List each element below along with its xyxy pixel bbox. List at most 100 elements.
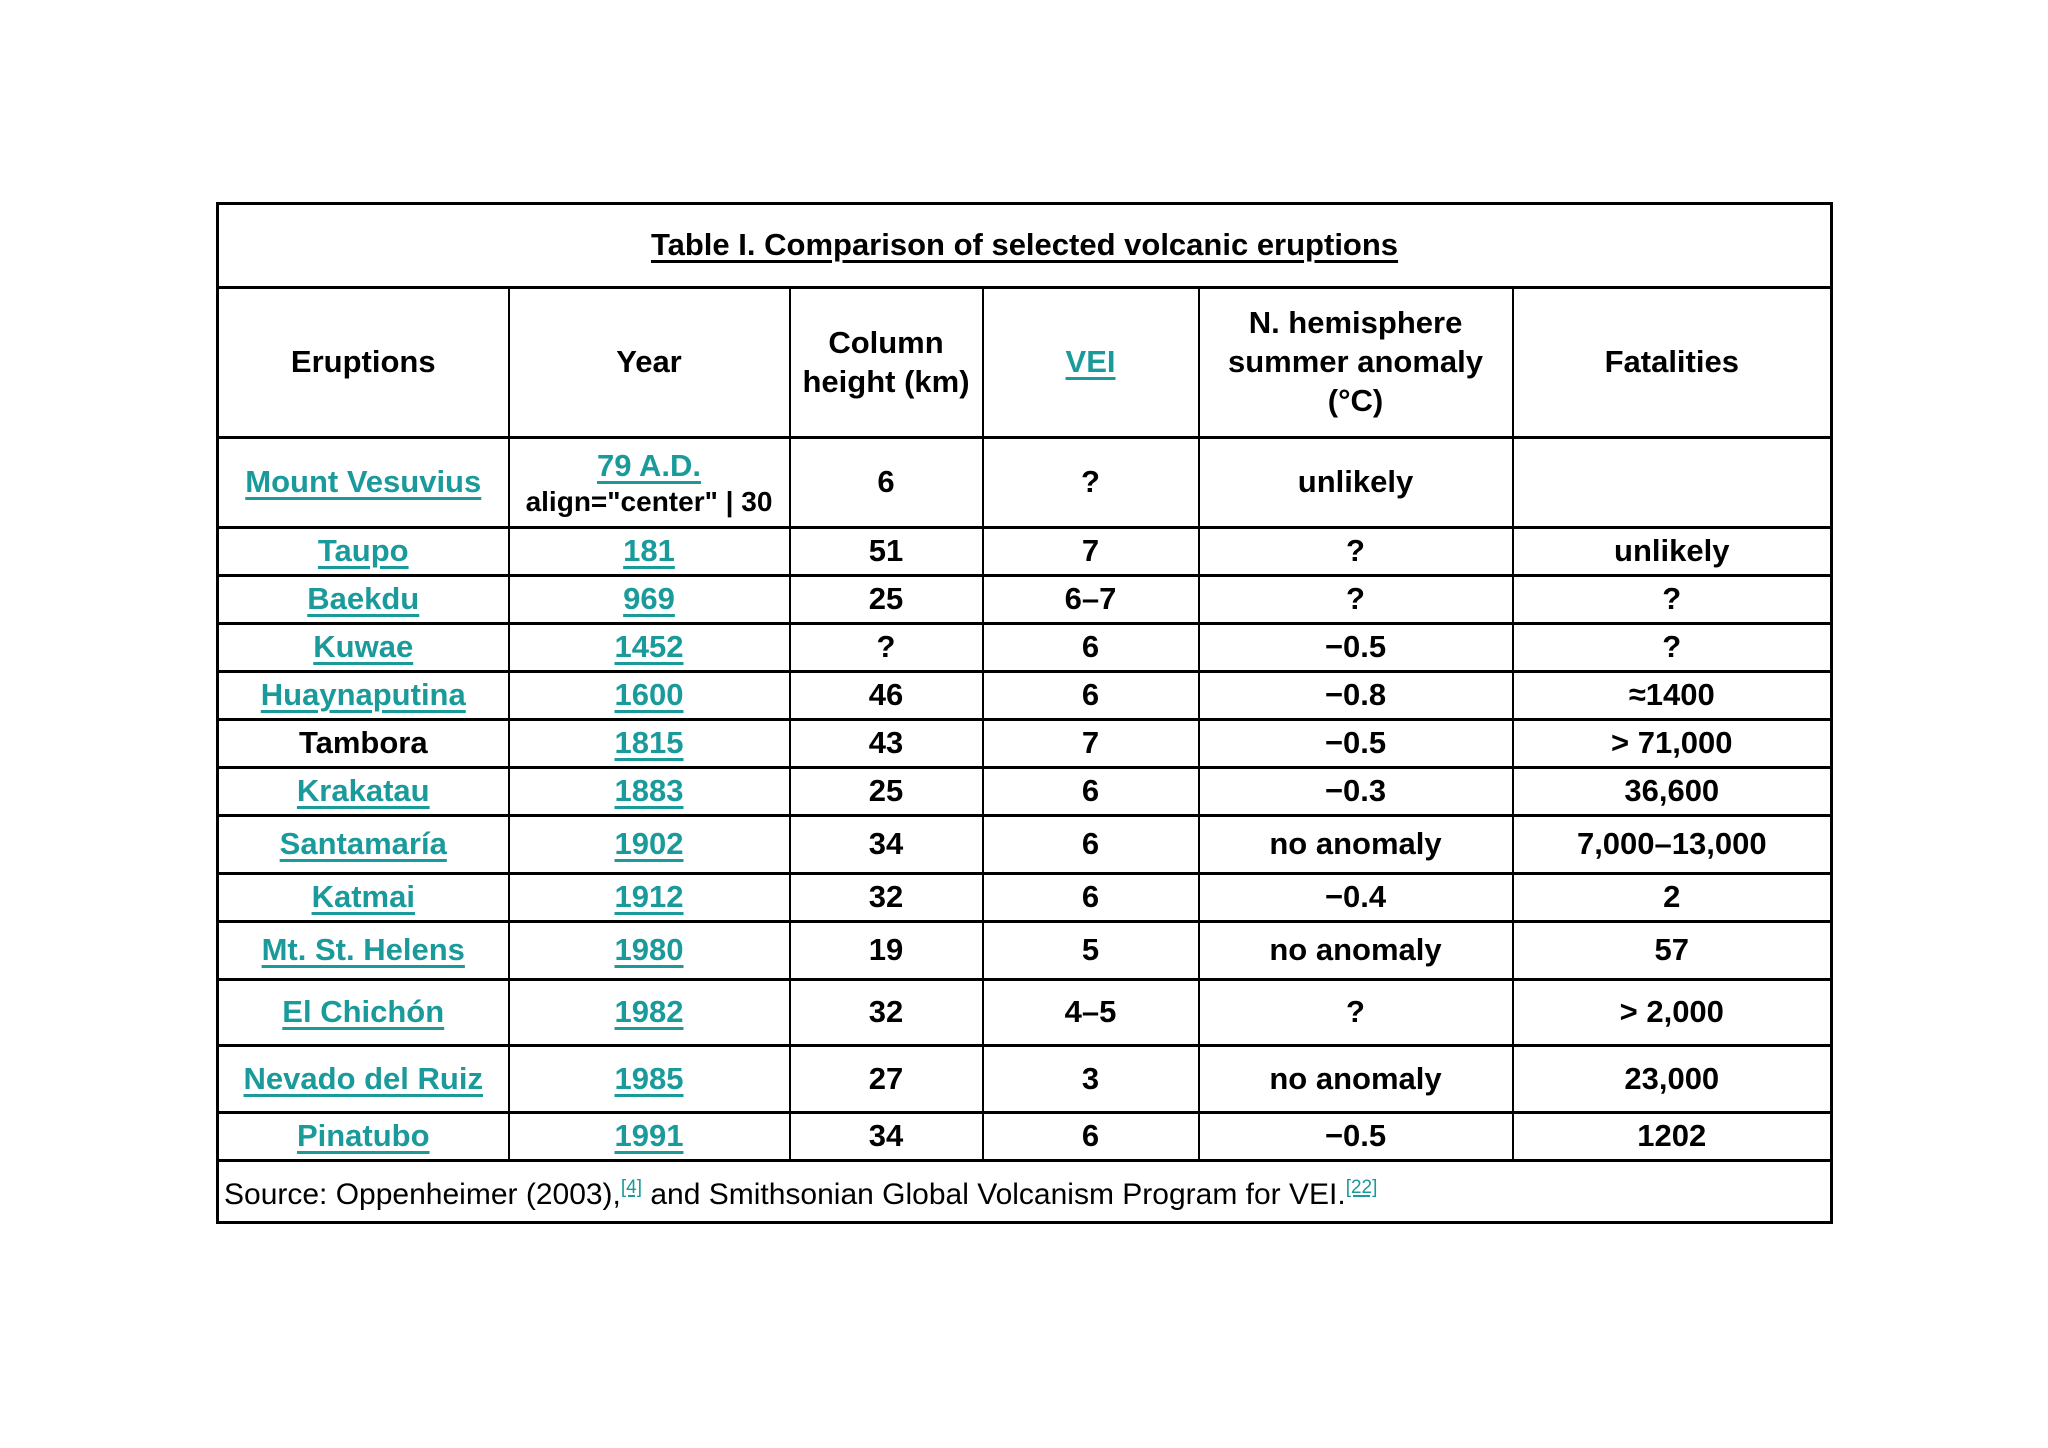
cell-fatalities: unlikely — [1511, 526, 1833, 577]
col-header-fatalities: Fatalities — [1511, 286, 1833, 439]
cell-eruption: Tambora — [216, 718, 510, 769]
cell-eruption: Katmai — [216, 872, 510, 923]
cell-year: 1902 — [507, 814, 791, 875]
cell-anomaly: ? — [1197, 978, 1514, 1047]
table-title-row: Table I. Comparison of selected volcanic… — [216, 202, 1833, 289]
source-text-2: and Smithsonian Global Volcanism Program… — [642, 1177, 1346, 1211]
cell-anomaly: −0.4 — [1197, 872, 1514, 923]
cell-vei: ? — [981, 436, 1200, 529]
cell-vei: 3 — [981, 1044, 1200, 1114]
eruption-link[interactable]: Nevado del Ruiz — [243, 1060, 483, 1096]
eruption-link[interactable]: Huaynaputina — [260, 677, 466, 713]
table-row: Tambora 1815 43 7 −0.5 > 71,000 — [216, 718, 1833, 769]
table-row: Kuwae 1452 ? 6 −0.5 ? — [216, 622, 1833, 673]
eruption-link[interactable]: Mount Vesuvius — [245, 464, 482, 500]
vei-link[interactable]: VEI — [1065, 344, 1116, 380]
table-title: Table I. Comparison of selected volcanic… — [651, 227, 1399, 263]
table-header-row: Eruptions Year Column height (km) VEI N.… — [216, 286, 1833, 439]
eruption-link[interactable]: Mt. St. Helens — [261, 932, 465, 968]
year-link[interactable]: 1982 — [614, 994, 684, 1030]
cell-eruption: Nevado del Ruiz — [216, 1044, 510, 1114]
year-link[interactable]: 1902 — [614, 826, 684, 862]
year-link[interactable]: 1912 — [614, 879, 684, 915]
table-row: Pinatubo 1991 34 6 −0.5 1202 — [216, 1111, 1833, 1162]
cell-anomaly: no anomaly — [1197, 1044, 1514, 1114]
table-footer-row: Source: Oppenheimer (2003),[4] and Smith… — [216, 1159, 1833, 1224]
table-row: Nevado del Ruiz 1985 27 3 no anomaly 23,… — [216, 1044, 1833, 1114]
cell-column-height: 34 — [788, 814, 984, 875]
col-header-vei: VEI — [981, 286, 1200, 439]
year-link[interactable]: 181 — [623, 533, 675, 569]
eruption-link[interactable]: Pinatubo — [296, 1118, 430, 1154]
year-link[interactable]: 1600 — [614, 677, 684, 713]
cell-vei: 7 — [981, 526, 1200, 577]
cell-fatalities: 2 — [1511, 872, 1833, 923]
cell-column-height: 6 — [788, 436, 984, 529]
cell-year: 79 A.D. align="center" | 30 — [507, 436, 791, 529]
year-link[interactable]: 79 A.D. — [597, 448, 701, 484]
cell-anomaly: −0.8 — [1197, 670, 1514, 721]
table-row: Krakatau 1883 25 6 −0.3 36,600 — [216, 766, 1833, 817]
eruption-name: Tambora — [298, 725, 428, 761]
cell-year: 1982 — [507, 978, 791, 1047]
year-link[interactable]: 1883 — [614, 773, 684, 809]
table-row: Baekdu 969 25 6–7 ? ? — [216, 574, 1833, 625]
cell-fatalities: ? — [1511, 622, 1833, 673]
table-row: Mount Vesuvius 79 A.D. align="center" | … — [216, 436, 1833, 529]
eruption-link[interactable]: Kuwae — [313, 629, 414, 665]
cell-column-height: 32 — [788, 978, 984, 1047]
cell-fatalities: > 71,000 — [1511, 718, 1833, 769]
cell-column-height: 27 — [788, 1044, 984, 1114]
year-link[interactable]: 1452 — [614, 629, 684, 665]
cell-year: 1912 — [507, 872, 791, 923]
table-row: Mt. St. Helens 1980 19 5 no anomaly 57 — [216, 920, 1833, 981]
cell-anomaly: −0.5 — [1197, 622, 1514, 673]
eruption-link[interactable]: Baekdu — [307, 581, 420, 617]
cell-vei: 6–7 — [981, 574, 1200, 625]
cell-anomaly: no anomaly — [1197, 920, 1514, 981]
year-link[interactable]: 1815 — [614, 725, 684, 761]
year-link[interactable]: 1985 — [614, 1060, 684, 1096]
cell-year: 1452 — [507, 622, 791, 673]
year-link[interactable]: 1980 — [614, 932, 684, 968]
year-markup-note: align="center" | 30 — [525, 485, 773, 517]
eruption-link[interactable]: Taupo — [317, 533, 409, 569]
cell-vei: 5 — [981, 920, 1200, 981]
ref-22-link[interactable]: [22] — [1345, 1176, 1378, 1198]
cell-vei: 7 — [981, 718, 1200, 769]
col-header-year: Year — [507, 286, 791, 439]
eruption-link[interactable]: Katmai — [311, 879, 415, 915]
year-link[interactable]: 969 — [623, 581, 675, 617]
year-link[interactable]: 1991 — [614, 1118, 684, 1154]
cell-column-height: 43 — [788, 718, 984, 769]
cell-vei: 6 — [981, 670, 1200, 721]
cell-year: 1985 — [507, 1044, 791, 1114]
cell-fatalities: > 2,000 — [1511, 978, 1833, 1047]
eruption-link[interactable]: El Chichón — [282, 994, 445, 1030]
cell-column-height: 34 — [788, 1111, 984, 1162]
table-row: Katmai 1912 32 6 −0.4 2 — [216, 872, 1833, 923]
cell-eruption: Mt. St. Helens — [216, 920, 510, 981]
cell-vei: 6 — [981, 622, 1200, 673]
table-row: El Chichón 1982 32 4–5 ? > 2,000 — [216, 978, 1833, 1047]
eruption-link[interactable]: Santamaría — [279, 826, 447, 862]
col-header-anomaly: N. hemisphere summer anomaly (°C) — [1197, 286, 1514, 439]
cell-column-height: 46 — [788, 670, 984, 721]
cell-year: 1980 — [507, 920, 791, 981]
table-row: Santamaría 1902 34 6 no anomaly 7,000–13… — [216, 814, 1833, 875]
cell-column-height: 25 — [788, 574, 984, 625]
cell-fatalities: 23,000 — [1511, 1044, 1833, 1114]
cell-eruption: Pinatubo — [216, 1111, 510, 1162]
cell-fatalities: ≈1400 — [1511, 670, 1833, 721]
cell-column-height: 19 — [788, 920, 984, 981]
eruption-link[interactable]: Krakatau — [296, 773, 430, 809]
cell-vei: 6 — [981, 872, 1200, 923]
cell-eruption: Taupo — [216, 526, 510, 577]
cell-vei: 6 — [981, 814, 1200, 875]
cell-fatalities — [1511, 436, 1833, 529]
cell-column-height: 51 — [788, 526, 984, 577]
cell-year: 1991 — [507, 1111, 791, 1162]
cell-vei: 6 — [981, 1111, 1200, 1162]
cell-fatalities: 1202 — [1511, 1111, 1833, 1162]
ref-4-link[interactable]: [4] — [620, 1176, 643, 1198]
